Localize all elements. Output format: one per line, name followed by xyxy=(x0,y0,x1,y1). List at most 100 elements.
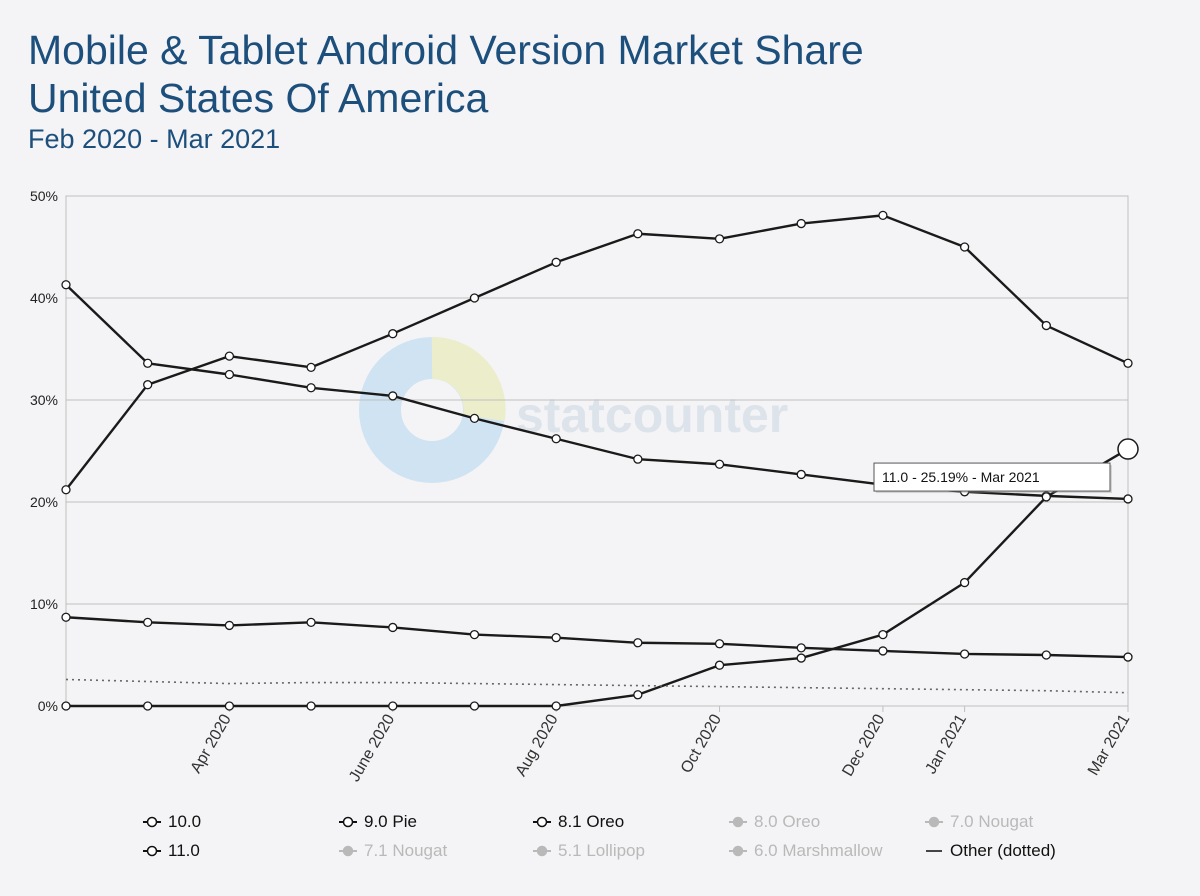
chart-title-line1: Mobile & Tablet Android Version Market S… xyxy=(28,27,864,73)
legend-circle-icon xyxy=(339,816,357,828)
data-point-9-0-pie[interactable] xyxy=(714,459,725,469)
y-tick-label: 30% xyxy=(30,392,58,408)
x-tick-label: Dec 2020 xyxy=(839,711,888,779)
data-point-10-0[interactable] xyxy=(878,210,888,221)
data-point-11-0[interactable] xyxy=(143,701,153,711)
data-point-8-1-oreo[interactable] xyxy=(306,617,316,628)
data-point-8-1-oreo[interactable] xyxy=(224,620,235,631)
data-point-11-0[interactable] xyxy=(633,690,643,700)
legend-item-10-0[interactable]: 10.0 xyxy=(142,812,201,832)
data-point-11-0[interactable] xyxy=(551,701,561,711)
data-point-10-0[interactable] xyxy=(633,229,643,239)
data-point-9-0-pie[interactable] xyxy=(633,454,643,464)
data-point-8-1-oreo[interactable] xyxy=(714,639,725,649)
legend-label: 11.0 xyxy=(168,841,200,860)
data-point-8-1-oreo[interactable] xyxy=(551,633,561,643)
legend-item-7-1-nougat[interactable]: 7.1 Nougat xyxy=(338,841,447,861)
legend-label: Other (dotted) xyxy=(950,841,1056,860)
legend-item-other-dotted[interactable]: Other (dotted) xyxy=(924,841,1056,861)
legend-item-7-0-nougat[interactable]: 7.0 Nougat xyxy=(924,812,1033,832)
plot-frame xyxy=(65,195,1129,707)
y-tick-label: 20% xyxy=(30,494,58,510)
legend-item-6-0-marshmallow[interactable]: 6.0 Marshmallow xyxy=(728,841,883,861)
data-point-9-0-pie[interactable] xyxy=(61,280,71,290)
legend-item-11-0[interactable]: 11.0 xyxy=(142,841,200,861)
y-tick-label: 50% xyxy=(30,188,58,204)
data-point-8-1-oreo[interactable] xyxy=(1123,652,1133,662)
data-point-8-1-oreo[interactable] xyxy=(388,622,398,633)
data-point-9-0-pie[interactable] xyxy=(796,469,806,480)
series-line-11-0 xyxy=(66,448,1129,708)
legend-circle-icon xyxy=(533,845,551,857)
data-point-8-1-oreo[interactable] xyxy=(796,643,806,653)
data-point-9-0-pie[interactable] xyxy=(469,413,480,424)
series-line-10-0 xyxy=(65,214,1129,491)
data-point-11-0[interactable] xyxy=(1041,492,1051,502)
data-point-10-0[interactable] xyxy=(714,234,725,244)
data-point-9-0-pie[interactable] xyxy=(1123,494,1133,504)
data-point-10-0[interactable] xyxy=(1123,358,1133,368)
legend-label: 10.0 xyxy=(168,812,202,831)
data-point-11-0[interactable] xyxy=(388,701,398,711)
legend-circle-icon xyxy=(729,845,747,857)
data-point-10-0[interactable] xyxy=(469,293,480,303)
data-point-11-0[interactable] xyxy=(469,701,480,711)
data-point-9-0-pie[interactable] xyxy=(388,391,398,401)
legend-item-5-1-lollipop[interactable]: 5.1 Lollipop xyxy=(532,841,645,861)
y-tick-label: 10% xyxy=(30,596,58,612)
data-point-10-0[interactable] xyxy=(959,242,970,252)
chart-series xyxy=(61,210,1133,711)
data-point-10-0[interactable] xyxy=(61,485,71,495)
data-point-10-0[interactable] xyxy=(551,257,561,267)
legend-label: 6.0 Marshmallow xyxy=(754,841,883,860)
legend-circle-icon xyxy=(143,816,161,828)
legend-circle-icon xyxy=(925,816,943,828)
data-point-9-0-pie[interactable] xyxy=(224,369,235,380)
legend-label: 7.1 Nougat xyxy=(364,841,448,860)
data-point-8-1-oreo[interactable] xyxy=(878,646,888,656)
data-point-8-1-oreo[interactable] xyxy=(61,612,71,622)
data-point-9-0-pie[interactable] xyxy=(551,434,561,444)
y-tick-label: 0% xyxy=(38,698,58,714)
data-point-9-0-pie[interactable] xyxy=(306,383,316,393)
data-point-8-1-oreo[interactable] xyxy=(633,638,643,648)
legend-item-8-1-oreo[interactable]: 8.1 Oreo xyxy=(532,812,624,832)
data-point-11-0[interactable] xyxy=(714,660,725,670)
legend-label: 9.0 Pie xyxy=(364,812,417,831)
legend-item-9-0-pie[interactable]: 9.0 Pie xyxy=(338,812,417,832)
x-tick-label: Mar 2021 xyxy=(1085,711,1134,778)
x-tick-label: Jan 2021 xyxy=(922,711,970,777)
data-point-11-0[interactable] xyxy=(61,701,71,711)
y-axis-ticks: 0% 10% 20% 30% 40% 50% xyxy=(30,188,58,714)
data-point-10-0[interactable] xyxy=(796,218,806,229)
x-axis-ticks: Apr 2020 June 2020 Aug 2020 Oct 2020 Dec 202… xyxy=(188,706,1134,785)
data-point-8-1-oreo[interactable] xyxy=(469,629,480,640)
y-tick-label: 40% xyxy=(30,290,58,306)
data-point-10-0[interactable] xyxy=(224,351,235,361)
highlighted-data-point[interactable] xyxy=(1117,438,1139,460)
data-point-11-0[interactable] xyxy=(959,577,970,588)
data-point-10-0[interactable] xyxy=(388,329,398,339)
data-point-10-0[interactable] xyxy=(143,380,153,390)
statcounter-watermark: statcounter xyxy=(359,337,788,483)
legend-label: 8.0 Oreo xyxy=(754,812,821,831)
data-point-10-0[interactable] xyxy=(1041,320,1051,331)
data-point-11-0[interactable] xyxy=(878,629,888,640)
series-line-other-dotted xyxy=(65,678,1129,694)
chart-title: Mobile & Tablet Android Version Market S… xyxy=(28,26,864,122)
x-tick-label: Apr 2020 xyxy=(188,711,235,776)
chart-tooltip: 11.0 - 25.19% - Mar 2021 xyxy=(873,438,1139,494)
data-point-8-1-oreo[interactable] xyxy=(1041,650,1051,660)
data-point-10-0[interactable] xyxy=(306,362,316,373)
data-point-8-1-oreo[interactable] xyxy=(959,649,970,659)
legend-label: 8.1 Oreo xyxy=(558,812,625,831)
data-point-8-1-oreo[interactable] xyxy=(143,617,153,628)
series-line-8-1-oreo xyxy=(65,616,1129,659)
data-point-11-0[interactable] xyxy=(306,701,316,711)
data-point-11-0[interactable] xyxy=(796,653,806,663)
legend-item-8-0-oreo[interactable]: 8.0 Oreo xyxy=(728,812,820,832)
data-point-9-0-pie[interactable] xyxy=(143,358,153,368)
legend-circle-icon xyxy=(533,816,551,828)
data-point-11-0[interactable] xyxy=(224,701,235,711)
